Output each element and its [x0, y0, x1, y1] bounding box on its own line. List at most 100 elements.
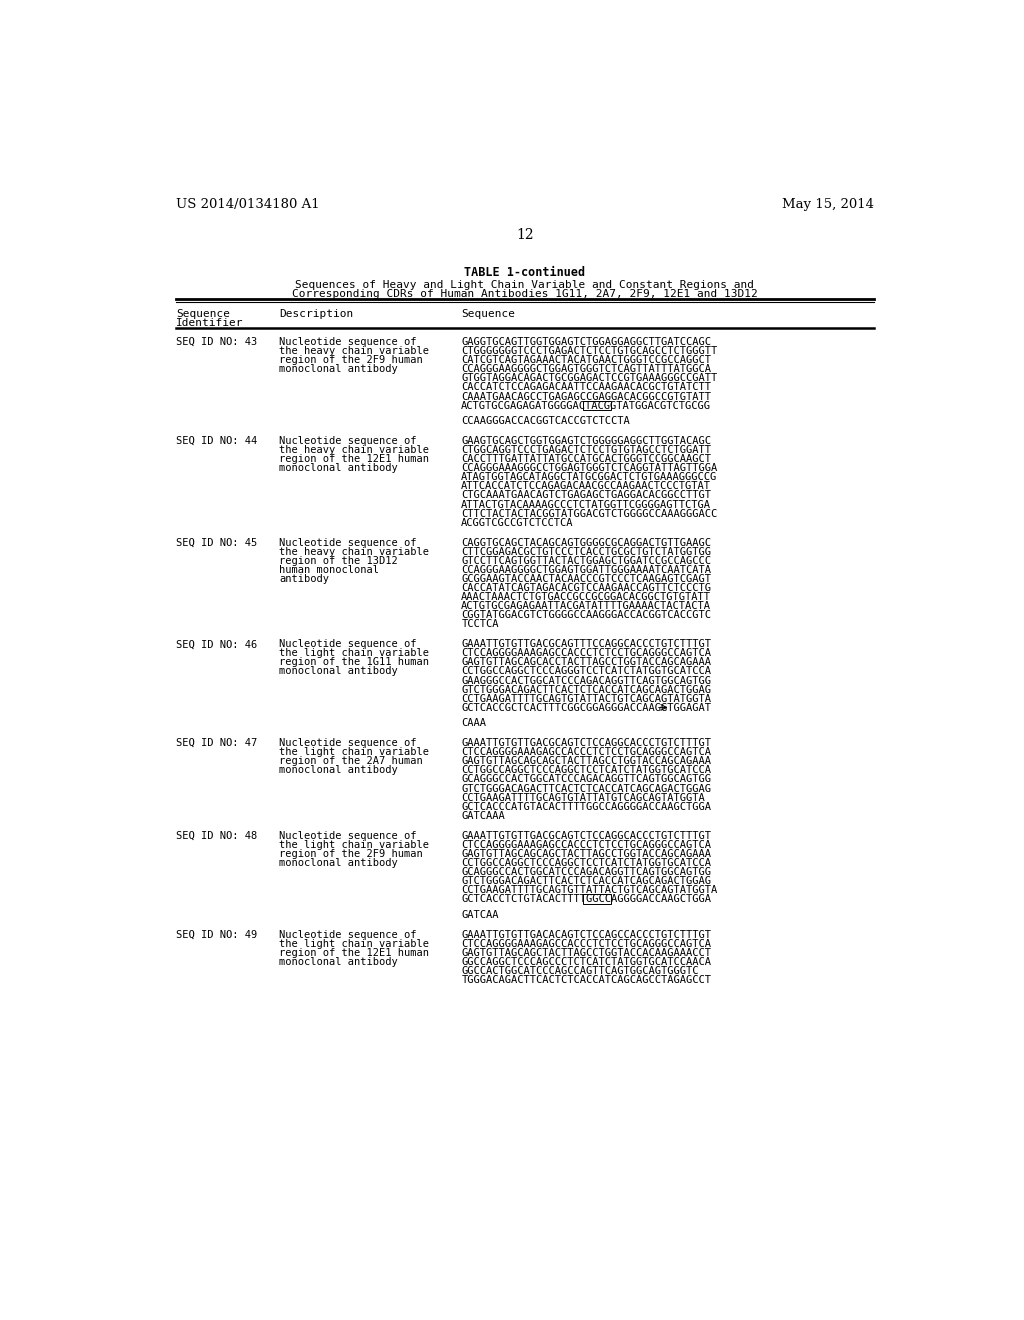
Text: GTCCTTCAGTGGTTACTACTGGAGCTGGATCCGCCAGCCC: GTCCTTCAGTGGTTACTACTGGAGCTGGATCCGCCAGCCC [461, 556, 712, 566]
Text: the heavy chain variable: the heavy chain variable [280, 546, 429, 557]
Text: GAGTGTTAGCAGCACCTACTTAGCCTGGTACCAGCAGAAA: GAGTGTTAGCAGCACCTACTTAGCCTGGTACCAGCAGAAA [461, 657, 712, 668]
Text: CAAATGAACAGCCTGAGAGCCGAGGACACGGCCGTGTATT: CAAATGAACAGCCTGAGAGCCGAGGACACGGCCGTGTATT [461, 392, 712, 401]
Text: CCAGGGAAGGGGCTGGAGTGGGTCTCAGTTATTTATGGCA: CCAGGGAAGGGGCTGGAGTGGGTCTCAGTTATTTATGGCA [461, 364, 712, 375]
Text: GCTCACCGCTCACTTTCGGCGGAGGGACCAAGGTGGAGAT: GCTCACCGCTCACTTTCGGCGGAGGGACCAAGGTGGAGAT [461, 702, 712, 713]
Text: region of the 2F9 human: region of the 2F9 human [280, 355, 423, 366]
Text: the heavy chain variable: the heavy chain variable [280, 346, 429, 356]
Text: Corresponding CDRs of Human Antibodies 1G11, 2A7, 2F9, 12E1 and 13D12: Corresponding CDRs of Human Antibodies 1… [292, 289, 758, 300]
Text: ATTACTGTACAAAAGCCCTCTATGGTTCGGGGAGTTCTGA: ATTACTGTACAAAAGCCCTCTATGGTTCGGGGAGTTCTGA [461, 499, 712, 510]
Text: GAAATTGTGTTGACACAGTCTCCAGCCACCCTGTCTTTGT: GAAATTGTGTTGACACAGTCTCCAGCCACCCTGTCTTTGT [461, 929, 712, 940]
Text: CTGGCAGGTCCCTGAGACTCTCCTGTGTAGCCTCTGGATT: CTGGCAGGTCCCTGAGACTCTCCTGTGTAGCCTCTGGATT [461, 445, 712, 455]
Text: CACCATATCAGTAGACACGTCCAAGAACCAGTTCTCCCTG: CACCATATCAGTAGACACGTCCAAGAACCAGTTCTCCCTG [461, 583, 712, 593]
Text: CCTGAAGATTTTGCAGTGTATTATGTCAGCAGTATGGTA: CCTGAAGATTTTGCAGTGTATTATGTCAGCAGTATGGTA [461, 793, 705, 803]
Text: CCTGGCCAGGCTCCCAGGGTCCTCATCTATGGTGCATCCA: CCTGGCCAGGCTCCCAGGGTCCTCATCTATGGTGCATCCA [461, 667, 712, 676]
Text: TGGGACAGACTTCACTCTCACCATCAGCAGCCTAGAGCCT: TGGGACAGACTTCACTCTCACCATCAGCAGCCTAGAGCCT [461, 975, 712, 985]
Text: GAGTGTTAGCAGCAGCTACTTAGCCTGGTACCAGCAGAAA: GAGTGTTAGCAGCAGCTACTTAGCCTGGTACCAGCAGAAA [461, 756, 712, 767]
Text: monoclonal antibody: monoclonal antibody [280, 957, 398, 966]
Text: CTTCGGAGACGCTGTCCCTCACCTGCGCTGTCTATGGTGG: CTTCGGAGACGCTGTCCCTCACCTGCGCTGTCTATGGTGG [461, 546, 712, 557]
Text: CCTGAAGATTTTGCAGTGTTATTACTGTCAGCAGTATGGTA: CCTGAAGATTTTGCAGTGTTATTACTGTCAGCAGTATGGT… [461, 886, 718, 895]
Text: CGGTATGGACGTCTGGGGCCAAGGGACCACGGTCACCGTC: CGGTATGGACGTCTGGGGCCAAGGGACCACGGTCACCGTC [461, 610, 712, 620]
Text: CTCCAGGGGAAAGAGCCACCCTCTCCTGCAGGGCCAGTCA: CTCCAGGGGAAAGAGCCACCCTCTCCTGCAGGGCCAGTCA [461, 840, 712, 850]
Text: CCAGGGAAGGGGCTGGAGTGGATTGGGAAAATCAATCATA: CCAGGGAAGGGGCTGGAGTGGATTGGGAAAATCAATCATA [461, 565, 712, 574]
Text: CTCCAGGGGAAAGAGCCACCCTCTCCTGCAGGGCCAGTCA: CTCCAGGGGAAAGAGCCACCCTCTCCTGCAGGGCCAGTCA [461, 648, 712, 659]
Text: Nucleotide sequence of: Nucleotide sequence of [280, 929, 417, 940]
Text: GAAATTGTGTTGACGCAGTTTCCAGGCACCCTGTCTTTGT: GAAATTGTGTTGACGCAGTTTCCAGGCACCCTGTCTTTGT [461, 639, 712, 649]
Text: SEQ ID NO: 43: SEQ ID NO: 43 [176, 337, 257, 347]
Text: SEQ ID NO: 45: SEQ ID NO: 45 [176, 537, 257, 548]
Text: the light chain variable: the light chain variable [280, 747, 429, 758]
Text: monoclonal antibody: monoclonal antibody [280, 766, 398, 775]
Text: GCGGAAGTACCAACTACAACCCGTCCCTCAAGAGTCGAGT: GCGGAAGTACCAACTACAACCCGTCCCTCAAGAGTCGAGT [461, 574, 712, 583]
Text: SEQ ID NO: 44: SEQ ID NO: 44 [176, 436, 257, 446]
Text: GTCTGGGACAGACTTCACTCTCACCATCAGCAGACTGGAG: GTCTGGGACAGACTTCACTCTCACCATCAGCAGACTGGAG [461, 876, 712, 886]
Text: GTCTGGGACAGACTTCACTCTCACCATCAGCAGACTGGAG: GTCTGGGACAGACTTCACTCTCACCATCAGCAGACTGGAG [461, 784, 712, 793]
Text: GTCTGGGACAGACTTCACTCTCACCATCAGCAGACTGGAG: GTCTGGGACAGACTTCACTCTCACCATCAGCAGACTGGAG [461, 685, 712, 694]
Text: GAAATTGTGTTGACGCAGTCTCCAGGCACCCTGTCTTTGT: GAAATTGTGTTGACGCAGTCTCCAGGCACCCTGTCTTTGT [461, 738, 712, 748]
Text: human monoclonal: human monoclonal [280, 565, 379, 574]
Text: Sequence: Sequence [461, 309, 515, 319]
Text: Sequence: Sequence [176, 309, 230, 319]
Text: CTCCAGGGGAAAGAGCCACCCTCTCCTGCAGGGCCAGTCA: CTCCAGGGGAAAGAGCCACCCTCTCCTGCAGGGCCAGTCA [461, 747, 712, 758]
Text: SEQ ID NO: 48: SEQ ID NO: 48 [176, 830, 257, 841]
Text: CACCTTTGATTATTATGCCATGCACTGGGTCCGGCAAGCT: CACCTTTGATTATTATGCCATGCACTGGGTCCGGCAAGCT [461, 454, 712, 465]
Text: GTGGTAGGACAGACTGCGGAGACTCCGTGAAAGGGCCGATT: GTGGTAGGACAGACTGCGGAGACTCCGTGAAAGGGCCGAT… [461, 374, 718, 383]
Text: GGCCAGGCTCCCAGCCCTCTCATCTATGGTGCATCCAACA: GGCCAGGCTCCCAGCCCTCTCATCTATGGTGCATCCAACA [461, 957, 712, 966]
Text: antibody: antibody [280, 574, 329, 583]
Text: SEQ ID NO: 46: SEQ ID NO: 46 [176, 639, 257, 649]
Text: 12: 12 [516, 227, 534, 242]
Text: GCTCACCCATGTACACTTTTGGCCAGGGGACCAAGCTGGA: GCTCACCCATGTACACTTTTGGCCAGGGGACCAAGCTGGA [461, 801, 712, 812]
Text: Identifier: Identifier [176, 318, 244, 327]
Text: region of the 1G11 human: region of the 1G11 human [280, 657, 429, 668]
Text: SEQ ID NO: 49: SEQ ID NO: 49 [176, 929, 257, 940]
Text: GAGGTGCAGTTGGTGGAGTCTGGAGGAGGCTTGATCCAGC: GAGGTGCAGTTGGTGGAGTCTGGAGGAGGCTTGATCCAGC [461, 337, 712, 347]
Text: region of the 2F9 human: region of the 2F9 human [280, 849, 423, 859]
Text: monoclonal antibody: monoclonal antibody [280, 858, 398, 869]
Text: GCAGGGCCACTGGCATCCCAGACAGGTTCAGTGGCAGTGG: GCAGGGCCACTGGCATCCCAGACAGGTTCAGTGGCAGTGG [461, 775, 712, 784]
Text: CCAGGGAAAGGGCCTGGAGTGGGTCTCAGGTATTAGTTGGA: CCAGGGAAAGGGCCTGGAGTGGGTCTCAGGTATTAGTTGG… [461, 463, 718, 473]
Text: Nucleotide sequence of: Nucleotide sequence of [280, 639, 417, 649]
Text: CCTGGCCAGGCTCCCAGGCTCCTCATCTATGGTGCATCCA: CCTGGCCAGGCTCCCAGGCTCCTCATCTATGGTGCATCCA [461, 858, 712, 869]
Text: monoclonal antibody: monoclonal antibody [280, 463, 398, 473]
Text: CTGGGGGGGTCCCTGAGACTCTCCTGTGCAGCCTCTGGGTT: CTGGGGGGGTCCCTGAGACTCTCCTGTGCAGCCTCTGGGT… [461, 346, 718, 356]
Text: CAAA: CAAA [461, 718, 486, 729]
Text: the heavy chain variable: the heavy chain variable [280, 445, 429, 455]
Text: Nucleotide sequence of: Nucleotide sequence of [280, 537, 417, 548]
Text: SEQ ID NO: 47: SEQ ID NO: 47 [176, 738, 257, 748]
Text: the light chain variable: the light chain variable [280, 939, 429, 949]
Text: GAAATTGTGTTGACGCAGTCTCCAGGCACCCTGTCTTTGT: GAAATTGTGTTGACGCAGTCTCCAGGCACCCTGTCTTTGT [461, 830, 712, 841]
Text: ATAGTGGTAGCATAGGCTATGCGGACTCTGTGAAAGGGCCG: ATAGTGGTAGCATAGGCTATGCGGACTCTGTGAAAGGGCC… [461, 473, 718, 482]
Text: GGCCACTGGCATCCCAGCCAGTTCAGTGGCAGTGGGTC: GGCCACTGGCATCCCAGCCAGTTCAGTGGCAGTGGGTC [461, 966, 698, 975]
Text: GATCAA: GATCAA [461, 909, 499, 920]
Text: ATTCACCATCTCCAGAGACAACGCCAAGAACTCCCTGTAT: ATTCACCATCTCCAGAGACAACGCCAAGAACTCCCTGTAT [461, 482, 712, 491]
Text: CCTGAAGATTTTGCAGTGTATTACTGTCAGCAGTATGGTA: CCTGAAGATTTTGCAGTGTATTACTGTCAGCAGTATGGTA [461, 694, 712, 704]
Text: CTGCAAATGAACAGTCTGAGAGCTGAGGACACGGCCTTGT: CTGCAAATGAACAGTCTGAGAGCTGAGGACACGGCCTTGT [461, 491, 712, 500]
Text: CACCATCTCCAGAGACAATTCCAAGAACACGCTGTATCTT: CACCATCTCCAGAGACAATTCCAAGAACACGCTGTATCTT [461, 383, 712, 392]
Text: AAACTAAACTCTGTGACCGCCGCGGACACGGCTGTGTATT: AAACTAAACTCTGTGACCGCCGCGGACACGGCTGTGTATT [461, 593, 712, 602]
Text: Nucleotide sequence of: Nucleotide sequence of [280, 337, 417, 347]
Text: GATCAAA: GATCAAA [461, 810, 505, 821]
Text: GAGTGTTAGCAGCTACTTAGCCTGGTACCACAAGAAACCT: GAGTGTTAGCAGCTACTTAGCCTGGTACCACAAGAAACCT [461, 948, 712, 958]
Text: ACTGTGCGAGAGATGGGGACTACGGTATGGACGTCTGCGG: ACTGTGCGAGAGATGGGGACTACGGTATGGACGTCTGCGG [461, 401, 712, 411]
Text: ACTGTGCGAGAGAATTACGATATTTTGAAAACTACTACTA: ACTGTGCGAGAGAATTACGATATTTTGAAAACTACTACTA [461, 601, 712, 611]
Text: May 15, 2014: May 15, 2014 [781, 198, 873, 211]
Text: US 2014/0134180 A1: US 2014/0134180 A1 [176, 198, 319, 211]
Text: monoclonal antibody: monoclonal antibody [280, 364, 398, 375]
Text: CAGGTGCAGCTACAGCAGTGGGGCGCAGGACTGTTGAAGC: CAGGTGCAGCTACAGCAGTGGGGCGCAGGACTGTTGAAGC [461, 537, 712, 548]
Text: region of the 13D12: region of the 13D12 [280, 556, 398, 566]
Text: TABLE 1-continued: TABLE 1-continued [464, 267, 586, 280]
Text: CCTGGCCAGGCTCCCAGGCTCCTCATCTATGGTGCATCCA: CCTGGCCAGGCTCCCAGGCTCCTCATCTATGGTGCATCCA [461, 766, 712, 775]
Text: GAGTGTTAGCAGCAGCTACTTAGCCTGGTACCAGCAGAAA: GAGTGTTAGCAGCAGCTACTTAGCCTGGTACCAGCAGAAA [461, 849, 712, 859]
Text: Nucleotide sequence of: Nucleotide sequence of [280, 436, 417, 446]
Text: CATCGTCAGTAGAAACTACATGAACTGGGTCCGCCAGGCT: CATCGTCAGTAGAAACTACATGAACTGGGTCCGCCAGGCT [461, 355, 712, 366]
Text: region of the 2A7 human: region of the 2A7 human [280, 756, 423, 767]
Text: Sequences of Heavy and Light Chain Variable and Constant Regions and: Sequences of Heavy and Light Chain Varia… [295, 280, 755, 290]
Text: region of the 12E1 human: region of the 12E1 human [280, 454, 429, 465]
Text: the light chain variable: the light chain variable [280, 840, 429, 850]
Text: GAAGGGCCACTGGCATCCCAGACAGGTTCAGTGGCAGTGG: GAAGGGCCACTGGCATCCCAGACAGGTTCAGTGGCAGTGG [461, 676, 712, 685]
Text: CTTCTACTACTACGGTATGGACGTCTGGGGCCAAAGGGACC: CTTCTACTACTACGGTATGGACGTCTGGGGCCAAAGGGAC… [461, 508, 718, 519]
Bar [583, 895, 611, 904]
Text: GAAGTGCAGCTGGTGGAGTCTGGGGGAGGCTTGGTACAGC: GAAGTGCAGCTGGTGGAGTCTGGGGGAGGCTTGGTACAGC [461, 436, 712, 446]
Text: the light chain variable: the light chain variable [280, 648, 429, 659]
Text: monoclonal antibody: monoclonal antibody [280, 667, 398, 676]
Text: CCAAGGGACCACGGTCACCGTCTCCTA: CCAAGGGACCACGGTCACCGTCTCCTA [461, 416, 630, 426]
